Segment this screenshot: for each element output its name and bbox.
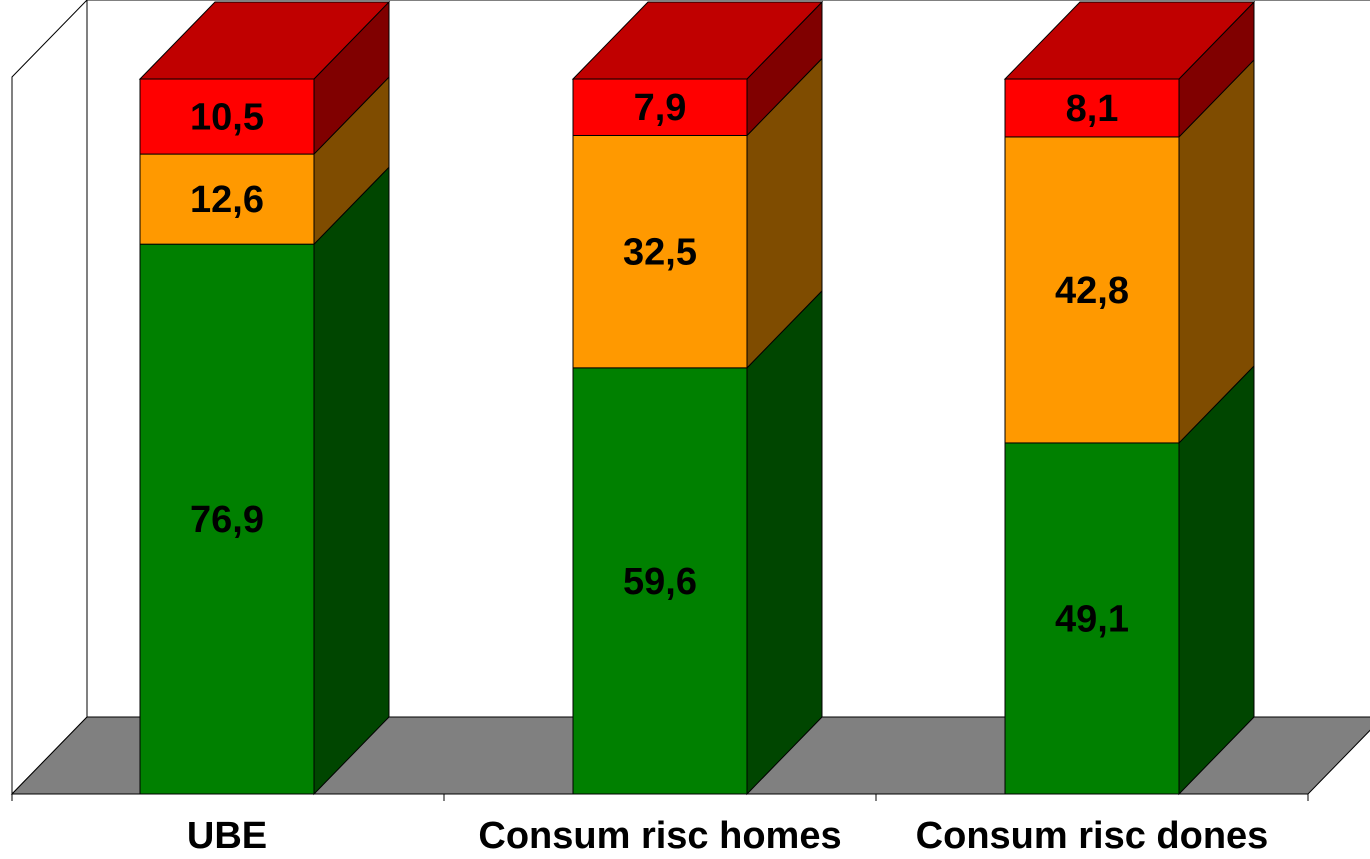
bar-segment-side-0-0 <box>313 165 390 796</box>
bar-segment-front-1-1 <box>572 134 748 369</box>
bar-segment-front-1-0 <box>572 367 748 795</box>
data-label-0-2: 10,5 <box>190 97 264 139</box>
bar-top-2 <box>1003 1 1256 80</box>
chart-data-labels: 76,9 12,6 10,5 59,6 32,5 7,9 49,1 42,8 8,1 <box>190 87 1129 640</box>
bar-segment-front-2-1 <box>1004 136 1180 444</box>
data-label-2-2: 8,1 <box>1066 88 1119 130</box>
chart-x-axis: UBE Consum risc homes Consum risc dones <box>11 793 1309 857</box>
data-label-2-0: 49,1 <box>1055 598 1129 640</box>
bar-segment-front-2-0 <box>1004 442 1180 795</box>
data-label-0-1: 12,6 <box>190 179 264 221</box>
bar-segment-front-1-2 <box>572 78 748 136</box>
bar-segment-side-1-0 <box>746 289 823 796</box>
category-label-2: Consum risc dones <box>916 815 1269 857</box>
bar-top-1 <box>571 1 824 80</box>
data-label-1-1: 32,5 <box>623 232 697 274</box>
bar-segment-front-0-1 <box>139 153 315 245</box>
data-label-1-0: 59,6 <box>623 561 697 603</box>
side-wall <box>11 0 88 796</box>
chart-bars <box>138 0 1256 796</box>
bar-segment-front-2-2 <box>1004 78 1180 138</box>
data-label-2-1: 42,8 <box>1055 270 1129 312</box>
category-label-0: UBE <box>187 815 267 857</box>
bar-segment-front-0-0 <box>139 243 315 795</box>
category-label-1: Consum risc homes <box>478 815 841 857</box>
bar-top-0 <box>138 1 391 80</box>
data-label-0-0: 76,9 <box>190 499 264 541</box>
bar-segment-front-0-2 <box>139 78 315 155</box>
data-label-1-2: 7,9 <box>634 87 687 129</box>
